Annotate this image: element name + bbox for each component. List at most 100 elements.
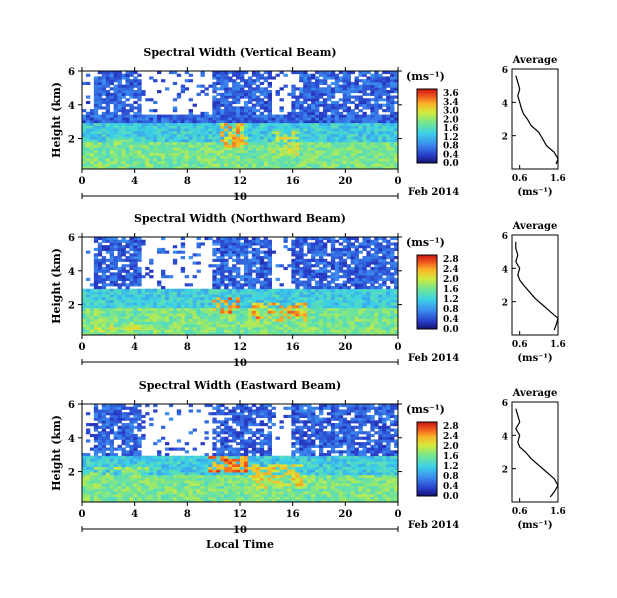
heatmap-cell [176, 296, 182, 301]
x-tick-label: 16 [286, 342, 300, 353]
heatmap-cell [390, 98, 395, 102]
heatmap-cell [366, 76, 371, 80]
heatmap-cell [85, 302, 91, 306]
heatmap-cell [228, 280, 233, 284]
heatmap-cell [350, 90, 355, 94]
heatmap-cell [133, 253, 138, 257]
heatmap-cell [247, 261, 253, 265]
heatmap-cell [386, 305, 391, 309]
heatmap-cell [255, 315, 261, 320]
heatmap-cell [279, 163, 284, 167]
heatmap-cell [390, 318, 395, 322]
heatmap-cell [172, 291, 178, 295]
heatmap-cell [168, 310, 174, 314]
heatmap-cell [149, 117, 154, 121]
heatmap-cell [259, 122, 265, 126]
heatmap-cell [196, 122, 201, 126]
heatmap-cell [390, 313, 395, 317]
heatmap-cell [200, 332, 205, 336]
heatmap-cell [390, 280, 395, 284]
heatmap-cell [85, 81, 91, 86]
heatmap-cell [354, 315, 359, 320]
heatmap-cell [196, 329, 201, 333]
heatmap-cell [326, 166, 332, 170]
heatmap-cell [263, 90, 269, 94]
heatmap-cell [342, 245, 348, 249]
heatmap-cell [243, 141, 249, 145]
heatmap-cell [204, 288, 209, 292]
heatmap-cell [283, 114, 288, 118]
heatmap-cell [188, 114, 193, 118]
heatmap-cell [97, 296, 103, 301]
heatmap-cell [322, 264, 328, 268]
heatmap-cell [232, 122, 237, 126]
heatmap-cell [196, 269, 201, 273]
heatmap-cell [342, 81, 348, 86]
heatmap-cell [259, 321, 265, 325]
heatmap-cell [354, 310, 359, 314]
heatmap-cell [350, 109, 355, 113]
heatmap-cell [97, 269, 103, 273]
heatmap-cell [85, 326, 91, 330]
heatmap-cell [113, 125, 118, 129]
heatmap-cell [133, 280, 138, 284]
heatmap-cell [82, 139, 87, 143]
heatmap-cell [172, 329, 178, 333]
heatmap-cell [307, 98, 312, 102]
heatmap-cell [137, 92, 142, 96]
heatmap-cell [386, 144, 391, 148]
heatmap-cell [133, 125, 138, 129]
heatmap-cell [358, 291, 363, 295]
heatmap-cell [247, 296, 253, 301]
heatmap-cell [366, 87, 371, 91]
heatmap-cell [97, 152, 103, 156]
heatmap-cell [164, 141, 170, 145]
heatmap-cell [366, 288, 371, 292]
heatmap-cell [204, 152, 209, 156]
heatmap-cell [267, 302, 272, 306]
heatmap-cell [133, 294, 138, 298]
heatmap-cell [287, 294, 292, 298]
heatmap-cell [299, 261, 304, 265]
heatmap-cell [97, 130, 103, 135]
heatmap-cell [378, 117, 383, 121]
heatmap-cell [196, 84, 201, 88]
heatmap-eastward [82, 404, 399, 503]
heatmap-cell [113, 266, 118, 271]
heatmap-cell [366, 79, 371, 83]
heatmap-cell [133, 92, 138, 96]
heatmap-cell [176, 324, 182, 328]
avg-title: Average [512, 55, 558, 66]
heatmap-cell [137, 258, 142, 262]
colorbar-tick-label: 3.6 [443, 89, 459, 99]
heatmap-cell [303, 332, 308, 336]
heatmap-cell [315, 283, 320, 287]
heatmap-cell [208, 307, 213, 311]
heatmap-cell [259, 149, 265, 154]
heatmap-cell [299, 299, 304, 303]
heatmap-cell [192, 302, 197, 306]
heatmap-cell [216, 92, 221, 96]
y-tick-label: 6 [68, 67, 75, 78]
heatmap-cell [330, 324, 336, 328]
heatmap-cell [386, 147, 391, 151]
heatmap-cell [342, 283, 348, 287]
heatmap-cell [255, 139, 261, 143]
heatmap-cell [141, 128, 146, 132]
heatmap-cell [291, 264, 296, 268]
heatmap-cell [121, 245, 126, 249]
heatmap-cell [370, 286, 375, 290]
heatmap-cell [232, 106, 237, 110]
heatmap-cell [334, 277, 340, 281]
heatmap-cell [366, 258, 371, 262]
heatmap-cell [307, 258, 312, 262]
heatmap-cell [232, 84, 237, 88]
heatmap-cell [133, 111, 138, 115]
heatmap-cell [82, 307, 87, 311]
heatmap-cell [89, 463, 95, 468]
heatmap-cell [338, 296, 344, 301]
heatmap-cell [220, 160, 225, 164]
heatmap-cell [153, 149, 158, 154]
heatmap-cell [315, 141, 320, 145]
heatmap-cell [200, 117, 205, 121]
